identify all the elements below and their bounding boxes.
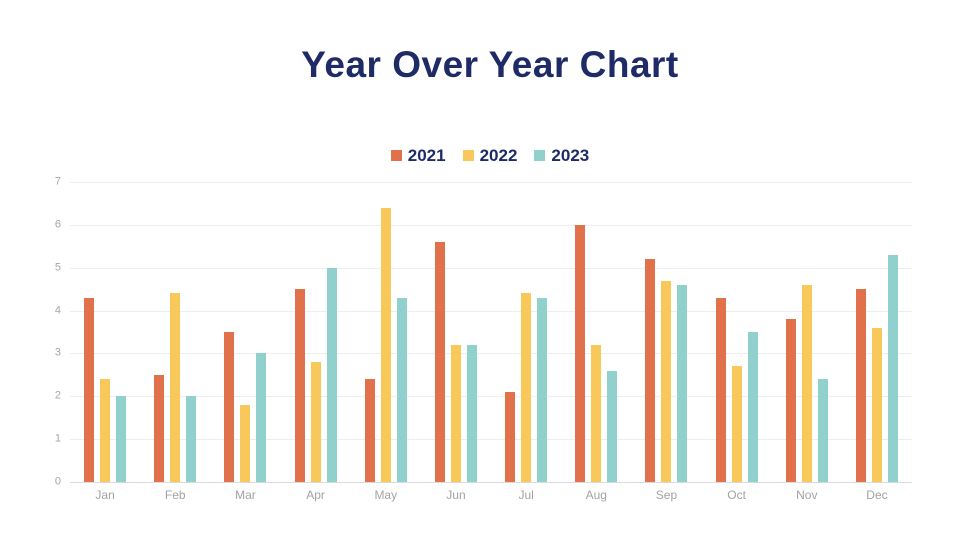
- y-axis-tick-label-2: 2: [54, 389, 61, 402]
- legend-label: 2021: [407, 146, 446, 165]
- bar-2021-mar: [224, 332, 235, 482]
- bar-2023-apr: [326, 267, 337, 482]
- legend-label: 2022: [479, 146, 518, 165]
- y-axis-tick-label-3: 3: [54, 346, 61, 359]
- bar-2022-oct: [731, 366, 742, 482]
- bar-2023-jun: [466, 344, 477, 482]
- x-axis-tick-label-feb: Feb: [164, 488, 186, 502]
- bar-group-sep: Sep: [631, 182, 701, 501]
- bar-2023-feb: [186, 396, 197, 482]
- bar-group-apr: Apr: [281, 182, 351, 501]
- bar-2021-apr: [294, 289, 305, 482]
- x-axis-tick-label-sep: Sep: [655, 488, 678, 502]
- gridline-6: [70, 224, 912, 226]
- bar-2021-sep: [645, 259, 656, 482]
- gridline-5: [70, 267, 912, 269]
- bar-2022-aug: [591, 344, 602, 482]
- bar-2021-aug: [575, 224, 586, 482]
- bar-group-may: May: [351, 182, 421, 501]
- y-axis-tick-label-1: 1: [54, 432, 61, 445]
- y-axis-tick-label-0: 0: [54, 475, 61, 488]
- bar-2023-dec: [887, 254, 898, 482]
- bar-2021-jul: [505, 392, 516, 482]
- bar-2022-mar: [240, 404, 251, 482]
- chart-legend: 2021 2022 2023: [0, 147, 980, 164]
- y-axis-tick-label-5: 5: [54, 261, 61, 274]
- bar-2023-jul: [537, 297, 548, 482]
- gridline-1: [70, 439, 912, 441]
- bar-group-nov: Nov: [772, 182, 842, 501]
- gridline-7: [70, 182, 912, 183]
- bar-2021-nov: [785, 319, 796, 482]
- bar-2023-mar: [256, 353, 267, 482]
- x-axis-tick-label-oct: Oct: [727, 488, 746, 502]
- legend-swatch-icon: [534, 150, 546, 161]
- bar-group-mar: Mar: [210, 182, 280, 501]
- bar-2023-jan: [116, 396, 127, 482]
- gridline-4: [70, 310, 912, 312]
- bar-2022-jan: [100, 379, 111, 482]
- bar-2023-aug: [607, 370, 618, 482]
- bar-group-oct: Oct: [702, 182, 772, 501]
- bar-group-jan: Jan: [70, 182, 140, 501]
- bar-2023-nov: [817, 379, 828, 482]
- bar-2021-may: [364, 379, 375, 482]
- bar-2022-may: [380, 207, 391, 482]
- x-axis-tick-label-jul: Jul: [518, 488, 534, 502]
- bar-2022-jun: [450, 344, 461, 482]
- bar-2021-jun: [434, 242, 445, 482]
- bar-group-feb: Feb: [140, 182, 210, 501]
- bar-2022-dec: [871, 327, 882, 482]
- legend-label: 2023: [551, 146, 590, 165]
- bar-2023-may: [396, 297, 407, 482]
- bar-2022-feb: [170, 293, 181, 482]
- x-axis-tick-label-dec: Dec: [866, 488, 888, 502]
- bar-group-dec: Dec: [842, 182, 912, 501]
- bar-2021-oct: [715, 297, 726, 482]
- x-axis-tick-label-apr: Apr: [306, 488, 325, 502]
- x-axis-tick-label-jun: Jun: [446, 488, 466, 502]
- y-axis-tick-label-6: 6: [54, 218, 61, 231]
- bar-2023-oct: [747, 332, 758, 482]
- legend-swatch-icon: [390, 150, 402, 161]
- x-axis-tick-label-jan: Jan: [95, 488, 115, 502]
- legend-item-2021: 2021: [390, 146, 446, 165]
- bar-2021-feb: [154, 374, 165, 482]
- bar-2022-jul: [521, 293, 532, 482]
- bar-chart-plot-area: 0 1 2 3 4 5 6 7 Jan Feb Mar Apr May Jun Jul Aug Sep Oct N…: [55, 176, 912, 501]
- x-axis-tick-label-aug: Aug: [585, 488, 607, 502]
- legend-item-2023: 2023: [534, 147, 589, 164]
- bar-2022-apr: [310, 362, 321, 482]
- bar-2022-nov: [801, 284, 812, 482]
- bar-group-jul: Jul: [491, 182, 561, 501]
- legend-swatch-icon: [462, 150, 474, 161]
- bar-group-jun: Jun: [421, 182, 491, 501]
- y-axis-tick-label-7: 7: [54, 175, 61, 188]
- bar-2023-sep: [677, 284, 688, 482]
- chart-title: Year Over Year Chart: [301, 44, 679, 85]
- bar-groups-layer: Jan Feb Mar Apr May Jun Jul Aug Sep Oct Nov Dec: [70, 182, 912, 501]
- x-axis-tick-label-mar: Mar: [235, 488, 256, 502]
- gridline-0: [70, 482, 912, 483]
- x-axis-tick-label-nov: Nov: [796, 488, 818, 502]
- bar-2021-jan: [84, 297, 95, 482]
- x-axis-tick-label-may: May: [374, 488, 398, 502]
- legend-item-2022: 2022: [462, 146, 518, 165]
- bar-group-aug: Aug: [561, 182, 631, 501]
- gridline-3: [70, 353, 912, 355]
- gridline-2: [70, 396, 912, 398]
- y-axis-tick-label-4: 4: [54, 304, 61, 317]
- bar-2022-sep: [661, 280, 672, 482]
- bar-2021-dec: [855, 289, 866, 482]
